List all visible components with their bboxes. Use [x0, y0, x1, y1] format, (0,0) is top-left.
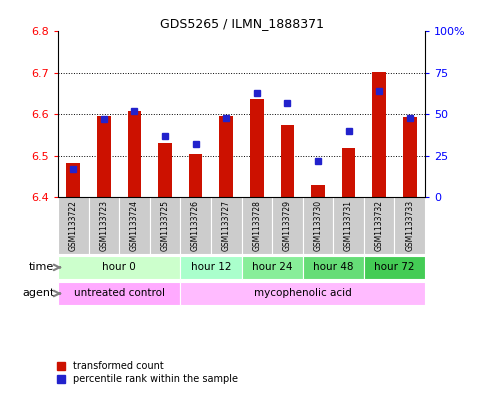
Bar [97, 116, 111, 197]
FancyBboxPatch shape [180, 197, 211, 254]
Text: hour 0: hour 0 [102, 263, 136, 272]
Text: time: time [29, 263, 54, 272]
Text: GSM1133726: GSM1133726 [191, 200, 200, 252]
Text: GSM1133733: GSM1133733 [405, 200, 414, 252]
FancyBboxPatch shape [364, 256, 425, 279]
FancyBboxPatch shape [58, 256, 180, 279]
Bar [372, 72, 386, 197]
Text: hour 48: hour 48 [313, 263, 354, 272]
Text: agent: agent [22, 288, 54, 299]
FancyBboxPatch shape [180, 282, 425, 305]
Bar [281, 125, 294, 197]
Bar [128, 111, 142, 197]
Text: hour 12: hour 12 [191, 263, 231, 272]
FancyBboxPatch shape [303, 197, 333, 254]
Bar [219, 116, 233, 197]
Bar [66, 163, 80, 197]
FancyBboxPatch shape [333, 197, 364, 254]
Bar [158, 143, 172, 197]
Bar [403, 116, 417, 197]
Text: GSM1133723: GSM1133723 [99, 200, 108, 252]
Bar [311, 185, 325, 197]
FancyBboxPatch shape [211, 197, 242, 254]
FancyBboxPatch shape [58, 282, 180, 305]
Text: mycophenolic acid: mycophenolic acid [254, 288, 352, 299]
FancyBboxPatch shape [242, 256, 303, 279]
FancyBboxPatch shape [58, 197, 88, 254]
Text: GSM1133728: GSM1133728 [252, 200, 261, 252]
Text: hour 24: hour 24 [252, 263, 292, 272]
FancyBboxPatch shape [303, 256, 364, 279]
Bar [341, 148, 355, 197]
Text: untreated control: untreated control [73, 288, 165, 299]
Legend: transformed count, percentile rank within the sample: transformed count, percentile rank withi… [53, 358, 242, 388]
FancyBboxPatch shape [88, 197, 119, 254]
FancyBboxPatch shape [364, 197, 395, 254]
Text: GSM1133722: GSM1133722 [69, 200, 78, 252]
Text: GSM1133730: GSM1133730 [313, 200, 323, 252]
FancyBboxPatch shape [119, 197, 150, 254]
Bar [250, 99, 264, 197]
FancyBboxPatch shape [180, 256, 242, 279]
Text: GSM1133732: GSM1133732 [375, 200, 384, 252]
Text: GSM1133727: GSM1133727 [222, 200, 231, 252]
Text: GSM1133729: GSM1133729 [283, 200, 292, 252]
Bar [189, 154, 202, 197]
Text: GSM1133724: GSM1133724 [130, 200, 139, 252]
FancyBboxPatch shape [272, 197, 303, 254]
Text: GSM1133731: GSM1133731 [344, 200, 353, 252]
Title: GDS5265 / ILMN_1888371: GDS5265 / ILMN_1888371 [159, 17, 324, 30]
Text: hour 72: hour 72 [374, 263, 415, 272]
FancyBboxPatch shape [242, 197, 272, 254]
FancyBboxPatch shape [395, 197, 425, 254]
FancyBboxPatch shape [150, 197, 180, 254]
Text: GSM1133725: GSM1133725 [160, 200, 170, 252]
